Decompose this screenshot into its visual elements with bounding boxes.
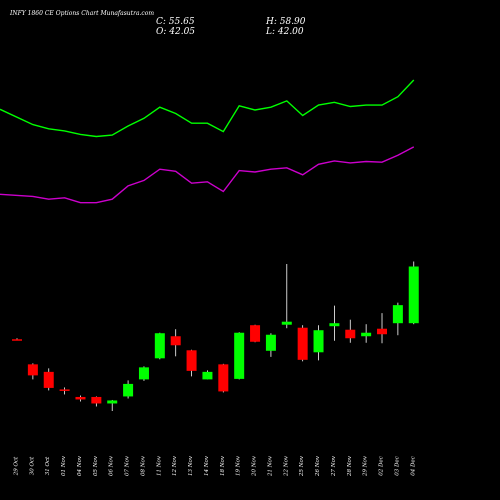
x-tick-label: 14 Nov [204,455,210,476]
indicator-line-2 [0,146,415,204]
x-tick-label: 26 Nov [315,455,321,477]
candle [75,395,86,402]
x-tick-label: 04 Dec [410,456,416,476]
x-tick-label: 11 Nov [156,455,162,476]
x-tick-label: 07 Nov [125,455,131,476]
candle [392,302,403,336]
x-tick-label: 30 Oct [29,456,35,475]
x-tick-label: 06 Nov [109,455,115,476]
x-tick-label: 21 Nov [267,455,273,477]
candle-body-down [75,396,86,400]
candle-body-up [138,367,149,380]
candle [123,380,134,399]
candle-body-up [202,371,213,380]
candle [154,332,165,360]
x-tick-label: 02 Dec [379,456,385,476]
candle-body-down [43,371,54,388]
close-price-label: C: 55.65 [156,17,195,27]
candle [297,325,308,362]
candle [27,363,38,380]
candle-body-down [377,328,388,335]
candle [265,333,276,357]
candle-body-up [329,323,340,327]
x-tick-label: 18 Nov [220,455,226,476]
candle [281,264,292,329]
x-tick-label: 22 Nov [283,455,289,477]
x-axis-ticks: 29 Oct 30 Oct 31 Oct 01 Nov 04 Nov 05 Nov 06 N… [14,455,417,477]
candle-body-down [345,329,356,339]
x-tick-label: 12 Nov [172,455,178,476]
candle-body-up [281,321,292,325]
x-tick-label: 20 Nov [252,455,258,477]
candle-body-up [408,266,419,324]
candle [59,387,70,395]
x-tick-label: 08 Nov [140,455,146,476]
x-tick-label: 25 Nov [299,455,305,477]
candle-body-up [265,334,276,351]
candle-body-up [123,383,134,397]
candle-body-up [234,332,245,379]
candle [138,366,149,381]
low-price-label: L: 42.00 [266,27,304,37]
candle-body-up [392,305,403,324]
x-tick-label: 31 Oct [45,456,51,475]
candle-body-down [250,325,261,342]
candles [12,261,419,411]
candle [313,325,324,361]
x-tick-label: 29 Oct [14,456,20,476]
open-price-label: O: 42.05 [156,27,196,37]
candle [186,349,197,377]
candle-body-up [107,400,118,404]
candle [91,396,102,407]
x-tick-label: 05 Nov [93,455,99,476]
candle-body-down [297,327,308,360]
candle-body-up [313,330,324,353]
x-tick-label: 27 Nov [331,455,337,477]
candle-body-up [361,332,372,337]
candle [202,370,213,380]
candle [107,399,118,411]
candle-body-up [154,333,165,359]
high-price-label: H: 58.90 [266,17,306,27]
candle-body-down [91,396,102,404]
candle [43,368,54,391]
candle [408,261,419,325]
candle [345,319,356,343]
indicator-lines [0,79,415,204]
candle-body-down [218,364,229,392]
candle-body-down [12,339,22,341]
candle [329,305,340,341]
candle [12,338,22,341]
x-tick-label: 19 Nov [236,455,242,476]
x-tick-label: 03 Dec [394,456,400,476]
candle [170,329,181,357]
candle [250,324,261,343]
candle-body-down [59,389,70,391]
x-tick-label: 13 Nov [188,455,194,476]
candle [218,363,229,393]
x-tick-label: 28 Nov [347,455,353,477]
chart-title: INFY 1860 CE Options Chart Munafasutra.c… [10,10,155,17]
candle [234,332,245,380]
x-tick-label: 29 Nov [363,455,369,477]
candle-body-down [186,350,197,371]
x-tick-label: 04 Nov [77,455,83,476]
candle [361,324,372,343]
candle-body-down [170,336,181,346]
candle [377,313,388,344]
x-tick-label: 01 Nov [61,455,67,476]
indicator-line-1 [0,79,415,138]
candle-body-down [27,364,38,376]
